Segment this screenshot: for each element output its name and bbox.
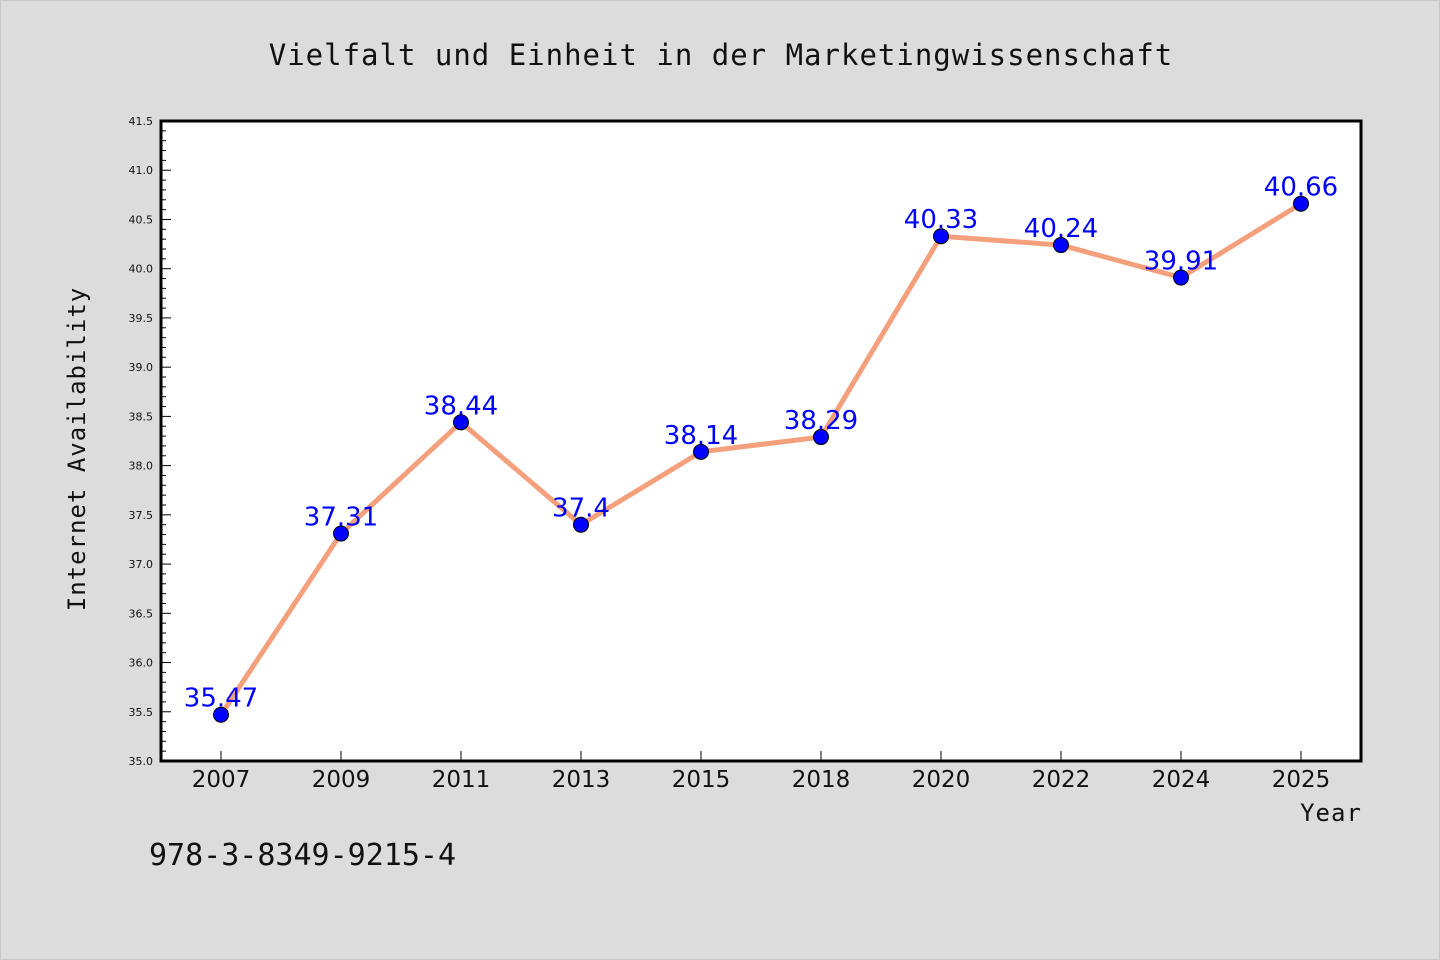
- data-label: 40.33: [904, 205, 978, 235]
- data-label: 38.14: [664, 421, 738, 451]
- data-labels-group: 35.47 37.31 38.44 37.4 38.14 38.29 40.33 40.24 3…: [184, 173, 1338, 714]
- y-axis-ticks: 35.0 35.5 36.0 36.5 37.0 37.5 38.0 38.5 39.0 39.5…: [129, 115, 171, 768]
- y-tick-label: 37.5: [129, 509, 154, 522]
- y-tick-label: 35.0: [129, 755, 154, 768]
- data-point: [573, 516, 589, 533]
- y-tick-label: 41.0: [129, 164, 154, 177]
- x-axis-label: Year: [1300, 799, 1362, 827]
- x-tick-label: 2013: [552, 767, 611, 793]
- y-tick-label: 39.0: [129, 361, 154, 374]
- y-tick-label: 41.5: [129, 115, 154, 128]
- data-label: 39.91: [1144, 247, 1218, 277]
- data-point: [453, 414, 469, 431]
- x-tick-label: 2024: [1152, 767, 1211, 793]
- x-tick-label: 2011: [432, 767, 491, 793]
- data-label: 38.29: [784, 406, 858, 436]
- x-axis-ticks: 2007 2009 2011 2013 2015 2018 2020 2022 2024 2025: [192, 751, 1331, 793]
- chart-title: Vielfalt und Einheit in der Marketingwis…: [269, 38, 1174, 72]
- y-tick-label: 38.5: [129, 410, 154, 423]
- data-point: [1293, 195, 1309, 212]
- x-tick-label: 2022: [1032, 767, 1091, 793]
- x-tick-label: 2025: [1272, 767, 1331, 793]
- x-tick-label: 2007: [192, 767, 251, 793]
- data-point: [813, 429, 829, 446]
- plot-area: [159, 119, 1363, 763]
- y-tick-label: 37.0: [129, 558, 154, 571]
- series-points-group: [213, 195, 1309, 723]
- data-point: [693, 443, 709, 460]
- data-point: [933, 228, 949, 245]
- y-tick-label: 35.5: [129, 706, 154, 719]
- x-tick-label: 2018: [792, 767, 851, 793]
- y-tick-label: 40.5: [129, 213, 154, 226]
- y-tick-label: 40.0: [129, 263, 154, 276]
- x-tick-label: 2020: [912, 767, 971, 793]
- data-label: 37.31: [304, 503, 378, 533]
- data-point: [1173, 269, 1189, 286]
- y-axis-label: Internet Availability: [63, 287, 91, 611]
- data-point: [1053, 237, 1069, 254]
- data-label: 37.4: [552, 494, 610, 524]
- y-tick-label: 39.5: [129, 312, 154, 325]
- isbn-text: 978-3-8349-9215-4: [149, 838, 456, 873]
- data-label: 38.44: [424, 391, 498, 421]
- y-tick-label: 36.5: [129, 607, 154, 620]
- data-point: [213, 706, 229, 723]
- y-tick-label: 38.0: [129, 460, 154, 473]
- series-line-group: [218, 201, 1304, 718]
- data-label: 35.47: [184, 684, 258, 714]
- y-tick-label: 36.0: [129, 657, 154, 670]
- data-label: 40.66: [1264, 173, 1338, 203]
- x-tick-label: 2015: [672, 767, 731, 793]
- x-tick-label: 2009: [312, 767, 371, 793]
- series-line: [218, 201, 1304, 718]
- data-label: 40.24: [1024, 214, 1098, 244]
- data-point: [333, 525, 349, 542]
